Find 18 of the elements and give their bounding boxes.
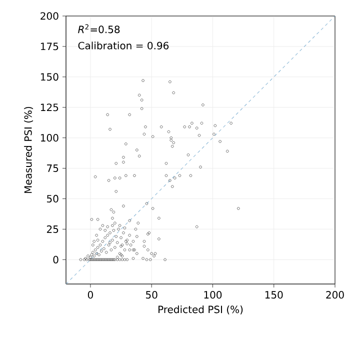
x-axis-title: Predicted PSI (%) (158, 305, 243, 314)
x-tick-label: 200 (326, 291, 344, 299)
y-tick-label: 100 (40, 134, 58, 142)
x-tick-label: 150 (265, 291, 283, 299)
y-tick-label: 0 (53, 256, 58, 264)
x-tick-label: 50 (146, 291, 158, 299)
x-tick-label: 100 (204, 291, 222, 299)
annotation: R$^{2}$=0.58 (78, 24, 120, 34)
y-tick-label: 50 (47, 194, 58, 203)
y-tick-label: 175 (40, 42, 58, 50)
y-tick-label: 125 (40, 104, 58, 112)
x-tick-label: 0 (88, 291, 93, 299)
y-tick-label: 200 (40, 12, 58, 20)
y-tick-label: 75 (47, 164, 58, 172)
y-tick-label: 150 (40, 73, 58, 81)
y-tick-label: 25 (46, 225, 58, 233)
annotation: Calibration = 0.96 (78, 42, 169, 50)
y-axis-title: Measured PSI (%) (24, 106, 34, 193)
